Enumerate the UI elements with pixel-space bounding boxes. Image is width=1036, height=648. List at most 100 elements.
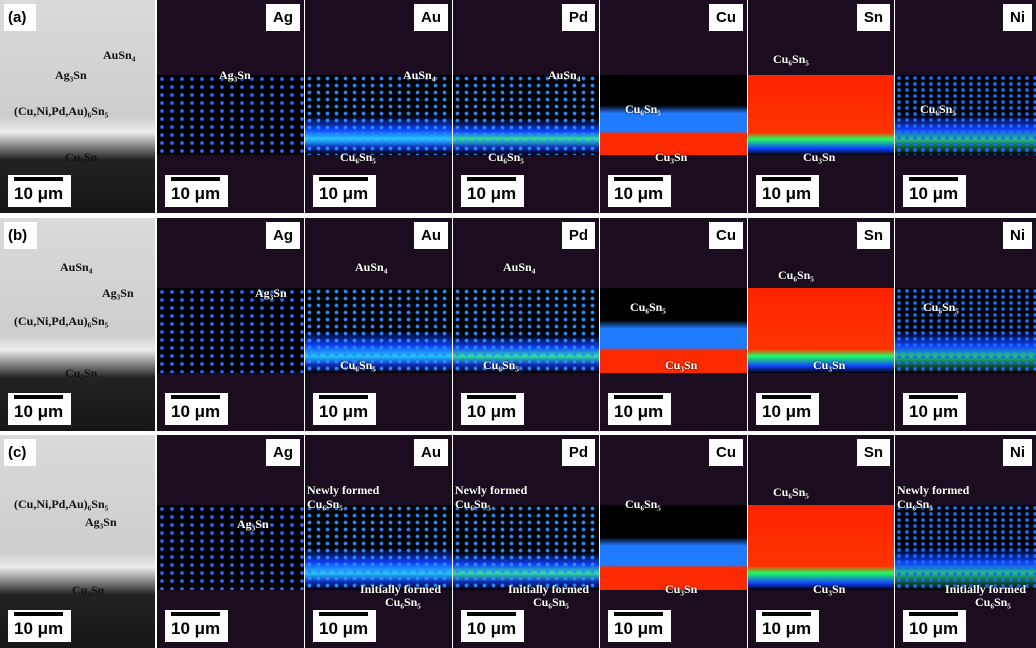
map-band bbox=[453, 505, 599, 590]
scale-line bbox=[909, 395, 958, 399]
annotation: Cu₃Sn bbox=[72, 583, 104, 598]
map-band bbox=[305, 288, 452, 373]
annotation: Cu₆Sn₅ bbox=[488, 150, 524, 165]
scale-line bbox=[762, 177, 811, 181]
scale-label: 10 μm bbox=[171, 619, 220, 639]
annotation: AuSn₄ bbox=[548, 68, 580, 83]
image-panel: (b)AuSn₄Ag₃Sn(Cu,Ni,Pd,Au)₆Sn₅Cu₃Sn10 μm bbox=[0, 218, 155, 431]
scale-bar: 10 μm bbox=[8, 393, 71, 425]
scale-line bbox=[909, 612, 958, 616]
scale-line bbox=[14, 177, 63, 181]
annotation: Cu₃Sn bbox=[655, 150, 687, 165]
scale-line bbox=[319, 395, 368, 399]
scale-bar: 10 μm bbox=[165, 610, 228, 642]
image-panel: Cu Cu₆Sn₅ Cu₃Sn 10 μm bbox=[600, 435, 747, 648]
element-label: Pd bbox=[562, 4, 595, 31]
scale-bar: 10 μm bbox=[8, 610, 71, 642]
element-label: Pd bbox=[562, 222, 595, 249]
element-label: Au bbox=[414, 439, 448, 466]
annotation: Cu₆Sn₅ bbox=[385, 595, 421, 610]
map-band bbox=[600, 75, 747, 155]
scale-line bbox=[467, 177, 516, 181]
scale-label: 10 μm bbox=[614, 619, 663, 639]
annotation: AuSn₄ bbox=[60, 260, 92, 275]
element-label: Au bbox=[414, 222, 448, 249]
scale-label: 10 μm bbox=[909, 619, 958, 639]
map-band bbox=[305, 75, 452, 155]
element-label: Ag bbox=[266, 4, 300, 31]
element-label: Cu bbox=[709, 439, 743, 466]
scale-label: 10 μm bbox=[762, 402, 811, 422]
annotation: Cu₃Sn bbox=[665, 582, 697, 597]
image-panel: Ag Ag₃Sn 10 μm bbox=[157, 218, 304, 431]
annotation: Newly formed bbox=[897, 483, 969, 498]
scale-label: 10 μm bbox=[614, 184, 663, 204]
scale-bar: 10 μm bbox=[756, 175, 819, 207]
annotation: Cu₆Sn₅ bbox=[923, 300, 959, 315]
scale-label: 10 μm bbox=[467, 619, 516, 639]
scale-line bbox=[171, 177, 220, 181]
scale-bar: 10 μm bbox=[165, 393, 228, 425]
scale-line bbox=[762, 612, 811, 616]
element-label: Ni bbox=[1003, 439, 1032, 466]
element-label: Ag bbox=[266, 222, 300, 249]
element-label: Ag bbox=[266, 439, 300, 466]
scale-label: 10 μm bbox=[14, 402, 63, 422]
scale-line bbox=[614, 395, 663, 399]
annotation: Cu₆Sn₅ bbox=[340, 150, 376, 165]
annotation: (Cu,Ni,Pd,Au)₆Sn₅ bbox=[14, 314, 108, 329]
scale-bar: 10 μm bbox=[313, 393, 376, 425]
image-panel: PdAuSn₄Cu₆Sn₅10 μm bbox=[453, 218, 599, 431]
annotation: Cu₆Sn₅ bbox=[625, 497, 661, 512]
scale-bar: 10 μm bbox=[608, 175, 671, 207]
scale-bar: 10 μm bbox=[8, 175, 71, 207]
scale-label: 10 μm bbox=[171, 184, 220, 204]
scale-bar: 10 μm bbox=[903, 610, 966, 642]
scale-label: 10 μm bbox=[909, 184, 958, 204]
annotation: Ag₃Sn bbox=[85, 515, 117, 530]
scale-bar: 10 μm bbox=[903, 393, 966, 425]
element-label: Ni bbox=[1003, 222, 1032, 249]
element-label: Sn bbox=[857, 4, 890, 31]
panel-label: (c) bbox=[4, 439, 36, 466]
scale-line bbox=[762, 395, 811, 399]
element-label: Sn bbox=[857, 222, 890, 249]
map-band bbox=[157, 505, 304, 590]
image-panel: AuNewly formedCu₆Sn₅Initially formedCu₆S… bbox=[305, 435, 452, 648]
scale-label: 10 μm bbox=[319, 619, 368, 639]
annotation: Ag₃Sn bbox=[255, 286, 287, 301]
annotation: Cu₃Sn bbox=[65, 366, 97, 381]
scale-label: 10 μm bbox=[762, 184, 811, 204]
element-label: Cu bbox=[709, 222, 743, 249]
scale-bar: 10 μm bbox=[756, 393, 819, 425]
scale-label: 10 μm bbox=[909, 402, 958, 422]
annotation: Cu₃Sn bbox=[665, 358, 697, 373]
annotation: Cu₆Sn₅ bbox=[455, 497, 491, 512]
annotation: Ag₃Sn bbox=[237, 517, 269, 532]
scale-label: 10 μm bbox=[762, 619, 811, 639]
map-band bbox=[748, 75, 894, 155]
annotation: Newly formed bbox=[455, 483, 527, 498]
scale-bar: 10 μm bbox=[461, 175, 524, 207]
element-label: Cu bbox=[709, 4, 743, 31]
map-band bbox=[453, 75, 599, 155]
image-panel: (a)Ag₃SnAuSn₄(Cu,Ni,Pd,Au)₆Sn₅Cu₃Sn10 μm bbox=[0, 0, 155, 213]
image-panel: PdNewly formedCu₆Sn₅Initially formedCu₆S… bbox=[453, 435, 599, 648]
annotation: Ag₃Sn bbox=[102, 286, 134, 301]
annotation: Cu₆Sn₅ bbox=[483, 358, 519, 373]
annotation: Cu₆Sn₅ bbox=[773, 52, 809, 67]
map-band bbox=[895, 288, 1036, 373]
scale-label: 10 μm bbox=[467, 184, 516, 204]
scale-bar: 10 μm bbox=[608, 393, 671, 425]
annotation: Cu₆Sn₅ bbox=[340, 358, 376, 373]
annotation: Cu₃Sn bbox=[813, 358, 845, 373]
map-band bbox=[600, 505, 747, 590]
annotation: Cu₆Sn₅ bbox=[533, 595, 569, 610]
image-panel: Ni Cu₆Sn₅ 10 μm bbox=[895, 218, 1036, 431]
annotation: Cu₆Sn₅ bbox=[778, 268, 814, 283]
